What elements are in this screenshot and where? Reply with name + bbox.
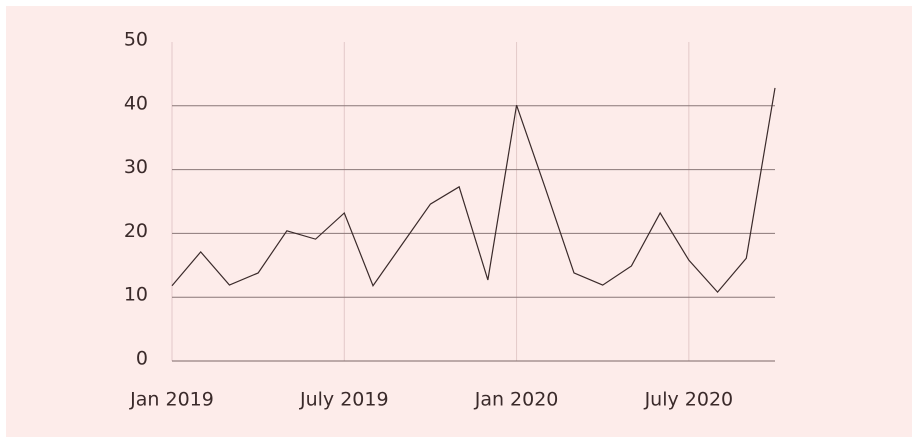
y-tick-label: 30 bbox=[124, 156, 148, 178]
y-tick-label: 10 bbox=[124, 284, 148, 306]
y-tick-label: 40 bbox=[124, 92, 148, 114]
x-tick-label: Jan 2019 bbox=[129, 389, 214, 411]
y-tick-label: 20 bbox=[124, 220, 148, 242]
x-tick-label: July 2020 bbox=[644, 389, 734, 411]
line-series bbox=[171, 87, 776, 294]
y-tick-label: 0 bbox=[136, 348, 148, 370]
x-tick-label: Jan 2020 bbox=[474, 389, 559, 411]
y-tick-label: 50 bbox=[124, 29, 148, 51]
x-tick-label: July 2019 bbox=[299, 389, 389, 411]
chart-panel bbox=[6, 6, 912, 437]
